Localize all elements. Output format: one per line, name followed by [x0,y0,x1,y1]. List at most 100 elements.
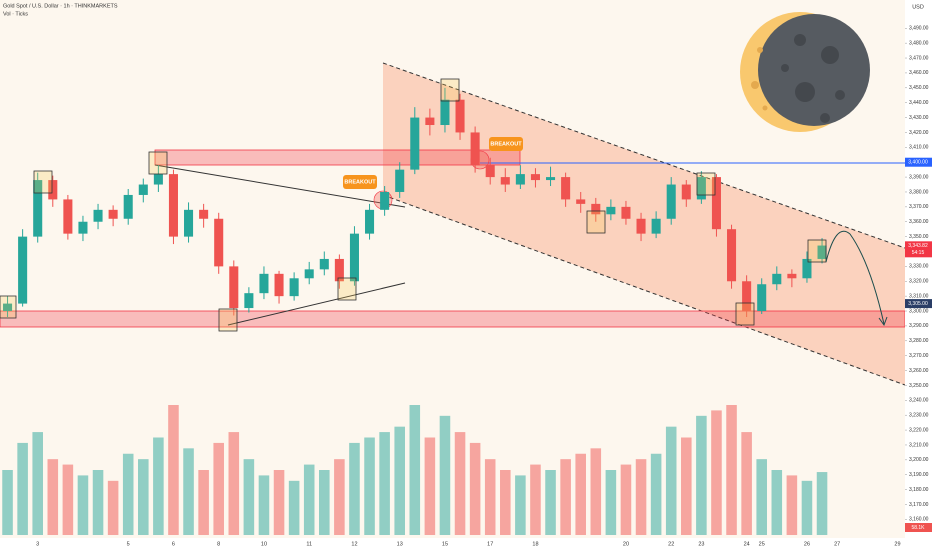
y-tick-label: 3,270.00 [909,353,929,359]
candle-body [696,177,706,200]
volume-bar [515,475,526,535]
trend-line [154,164,406,208]
candle-body [485,165,495,178]
price-label-box [905,299,932,309]
volume-bar [590,448,602,535]
volume-bar [228,432,240,535]
volume-bar [424,437,436,535]
volume-bar [319,470,330,535]
volume-bar [213,442,224,535]
y-tick-label: 3,470.00 [909,55,929,61]
y-tick-label: 3,280.00 [909,338,929,344]
resistance-zone [154,149,521,166]
moon-icon [740,12,870,132]
volume-bar [530,464,541,535]
volume-bar [92,470,104,535]
candle-body [199,209,209,219]
volume-bar [756,459,767,535]
volume-bar [394,426,405,535]
volume-bar [122,453,134,535]
y-tick-label: 3,290.00 [909,323,929,329]
price-label: 3,305.00 [908,301,928,307]
volume-bar [183,448,194,535]
candle-body [530,174,540,181]
volume-bar [364,437,375,535]
currency: USD [912,4,924,10]
annotation-box [489,137,523,151]
volume-bar [349,442,360,535]
volume-bar [379,432,390,535]
candle-body [470,132,480,166]
volume-bar [153,437,164,535]
volume-bar [258,475,270,535]
candle-body [123,194,133,219]
volume-bar [650,453,662,535]
y-tick-label: 3,330.00 [909,264,929,270]
volume-bar [409,405,421,535]
volume-bar [620,464,632,535]
price-label: 3,400.00 [908,160,928,166]
volume-bar [273,470,285,535]
candle-body [410,117,420,170]
candle-body [63,199,73,234]
x-tick-label: 25 [759,541,765,547]
candle-body [93,209,103,222]
candle-body [787,273,797,279]
candle-body [334,258,344,282]
price-label-box [905,241,932,258]
candle-body [33,180,43,237]
candle-body [3,303,13,312]
y-tick-label: 3,350.00 [909,234,929,240]
y-tick-label: 3,200.00 [909,457,929,463]
volume-bar [665,426,677,535]
price-label-countdown: 54:15 [912,250,925,256]
x-tick-label: 8 [217,541,220,547]
y-tick-label: 3,440.00 [909,100,929,106]
volume-bar [439,415,451,535]
volume-bar [288,480,300,535]
candle-body [576,199,586,204]
y-tick-label: 3,190.00 [909,472,929,478]
volume-bar [696,415,707,535]
volume-bar [786,475,798,535]
annotation: BREAKOUT [490,141,522,147]
candle-body [259,273,269,294]
x-tick-label: 3 [36,541,39,547]
y-tick-label: 3,490.00 [909,26,929,32]
y-tick-label: 3,310.00 [909,293,929,299]
y-tick-label: 3,250.00 [909,383,929,389]
candle-body [395,169,405,192]
candle-body [455,99,465,133]
candle-body [666,184,676,219]
candle-body [153,174,163,185]
volume-bar [500,470,511,535]
volume-bar [575,453,586,535]
y-tick-label: 3,240.00 [909,398,929,404]
x-tick-label: 12 [351,541,357,547]
volume-bar [77,475,89,535]
x-tick-label: 10 [261,541,267,547]
volume [2,405,828,535]
candle-body [636,218,646,234]
volume-bar [62,464,74,535]
y-tick-label: 3,380.00 [909,189,929,195]
candle-body [214,218,224,267]
price-axis [905,0,932,550]
volume-bar [303,464,315,535]
volume-bar [545,470,556,535]
y-tick-label: 3,210.00 [909,442,929,448]
volume-bar [138,459,149,535]
volume-bar [801,480,813,535]
candle-body [621,206,631,219]
arrow-head [878,316,888,327]
projection-arrow [825,230,885,325]
x-tick-label: 23 [698,541,704,547]
candle-body [184,209,194,237]
highlight-boxes [0,78,827,332]
x-tick-label: 27 [834,541,840,547]
y-tick-label: 3,230.00 [909,413,929,419]
candle-body [304,269,314,279]
candles [3,87,827,317]
trend-line [227,282,406,326]
candle-body [229,266,239,309]
